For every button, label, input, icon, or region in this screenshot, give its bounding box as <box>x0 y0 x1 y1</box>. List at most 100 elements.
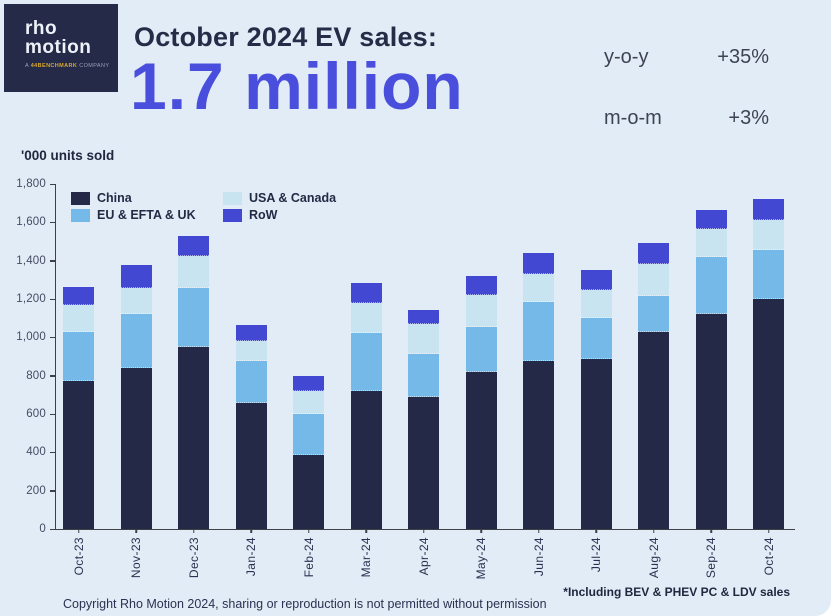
rho-motion-logo: rho motion A 44BENCHMARK COMPANY <box>4 4 118 92</box>
y-axis-tick-label: 1,200 <box>16 293 46 306</box>
y-axis-tick <box>50 375 56 377</box>
y-axis-tick-label: 600 <box>26 408 46 421</box>
bar-segment-usa-canada <box>465 295 497 327</box>
x-axis-label: Jul-24 <box>589 537 603 573</box>
x-axis-label: Apr-24 <box>416 537 431 576</box>
bar-column-feb-24: Feb-24 <box>293 184 324 577</box>
bar-segment-china <box>293 455 324 529</box>
bars-container: Oct-23 Nov-23 Dec-23 Jan-24 Feb-24 Mar-24 Apr-… <box>56 184 795 579</box>
bar-segment-row <box>753 199 784 221</box>
legend-label-row: RoW <box>249 208 278 222</box>
bar-segment-china <box>63 381 94 529</box>
bar-column-jun-24: Jun-24 <box>523 184 554 576</box>
bar-segment-eu-efta-uk <box>523 301 554 362</box>
legend-swatch-eu-efta-uk <box>71 208 90 222</box>
growth-stats: y-o-y +35% m-o-m +3% <box>604 46 769 168</box>
bar-segment-usa-canada <box>178 255 209 289</box>
legend-item-usa-canada: USA & Canada <box>223 191 336 205</box>
y-axis-tick <box>50 298 56 301</box>
bar-segment-row <box>120 265 152 289</box>
y-axis-tick <box>50 221 56 224</box>
bar-segment-row <box>580 270 612 291</box>
stat-yoy-label: y-o-y <box>604 46 649 68</box>
bar-segment-usa-canada <box>580 290 612 319</box>
y-axis-tick <box>50 183 56 185</box>
bar-segment-usa-canada <box>753 220 784 251</box>
bar-segment-usa-canada <box>120 288 152 315</box>
stat-yoy: y-o-y +35% <box>604 46 769 69</box>
bar-segment-row <box>408 309 439 324</box>
bar-column-may-24: May-24 <box>465 184 497 579</box>
bar-column-sep-24: Sep-24 <box>695 184 727 578</box>
bar-column-jan-24: Jan-24 <box>235 184 267 576</box>
bar-segment-eu-efta-uk <box>235 361 267 403</box>
bar-segment-usa-canada <box>695 229 727 257</box>
bar-segment-row <box>293 375 324 392</box>
bar-segment-usa-canada <box>350 302 382 333</box>
x-axis-label: Nov-23 <box>129 537 143 579</box>
bar-segment-china <box>465 371 497 529</box>
bar-segment-china <box>120 368 152 529</box>
y-axis-tick-label: 1,600 <box>16 216 46 229</box>
y-axis-tick <box>50 336 56 339</box>
bar-segment-usa-canada <box>523 274 554 302</box>
y-axis-tick-label: 0 <box>39 523 46 535</box>
stat-mom: m-o-m +3% <box>604 107 769 130</box>
benchmark-mark-icon: 44 <box>30 63 38 70</box>
bar-segment-row <box>178 235 209 256</box>
bar-segment-china <box>178 346 209 529</box>
bar-segment-usa-canada <box>408 323 439 354</box>
legend-item-eu-efta-uk: EU & EFTA & UK <box>71 208 223 222</box>
bar-segment-eu-efta-uk <box>63 331 94 382</box>
y-axis-tick-label: 1,800 <box>16 178 46 190</box>
plot-area: China USA & Canada EU & EFTA & UK RoW Oct-2… <box>16 178 795 579</box>
logo-text-rho: rho <box>25 18 58 39</box>
bar-segment-row <box>695 209 727 230</box>
bar-segment-row <box>638 243 669 264</box>
copyright-text: Copyright Rho Motion 2024, sharing or re… <box>63 597 547 611</box>
x-axis-label: Sep-24 <box>704 537 718 579</box>
bar-segment-china <box>638 331 669 529</box>
bar-segment-usa-canada <box>63 304 94 332</box>
legend-item-row: RoW <box>223 208 336 222</box>
y-axis-tick-label: 200 <box>26 484 46 497</box>
bar-column-jul-24: Jul-24 <box>580 184 612 572</box>
y-axis-tick <box>50 528 56 530</box>
bar-segment-eu-efta-uk <box>580 318 612 360</box>
x-axis-label: Feb-24 <box>301 537 316 578</box>
y-axis-tick <box>50 451 56 454</box>
y-axis-tick-label: 800 <box>26 369 46 382</box>
legend-label-usa-canada: USA & Canada <box>249 191 337 205</box>
x-axis-label: May-24 <box>474 537 488 580</box>
bar-segment-china <box>580 359 612 529</box>
bar-segment-eu-efta-uk <box>178 288 209 347</box>
bar-column-aug-24: Aug-24 <box>638 184 669 578</box>
x-axis-label: Aug-24 <box>646 537 661 579</box>
footnote-text: *Including BEV & PHEV PC & LDV sales <box>563 585 790 599</box>
bar-column-apr-24: Apr-24 <box>408 184 439 575</box>
bar-segment-eu-efta-uk <box>408 353 439 397</box>
logo-tagline: A 44BENCHMARK COMPANY <box>25 63 110 70</box>
logo-text-motion: motion <box>25 36 92 58</box>
y-axis-tick <box>50 260 56 262</box>
bar-column-oct-23: Oct-23 <box>63 184 94 575</box>
bar-column-dec-23: Dec-23 <box>178 184 209 578</box>
y-axis-tick-label: 1,000 <box>16 331 46 344</box>
bar-column-nov-23: Nov-23 <box>120 184 152 578</box>
bar-segment-eu-efta-uk <box>120 314 152 368</box>
bar-segment-eu-efta-uk <box>465 326 497 372</box>
legend-swatch-china <box>71 191 90 205</box>
bar-segment-china <box>408 396 439 529</box>
bar-column-mar-24: Mar-24 <box>350 184 382 577</box>
bar-segment-row <box>350 282 382 303</box>
page-title: October 2024 EV sales: <box>134 22 438 52</box>
legend-swatch-usa-canada <box>223 191 242 205</box>
x-axis-label: Jan-24 <box>244 537 258 577</box>
y-axis-tick <box>50 413 56 416</box>
bar-segment-eu-efta-uk <box>638 296 669 332</box>
bar-segment-usa-canada <box>235 341 267 362</box>
x-axis-label: Mar-24 <box>359 537 373 578</box>
bar-segment-china <box>235 402 267 529</box>
bar-segment-china <box>350 391 382 529</box>
